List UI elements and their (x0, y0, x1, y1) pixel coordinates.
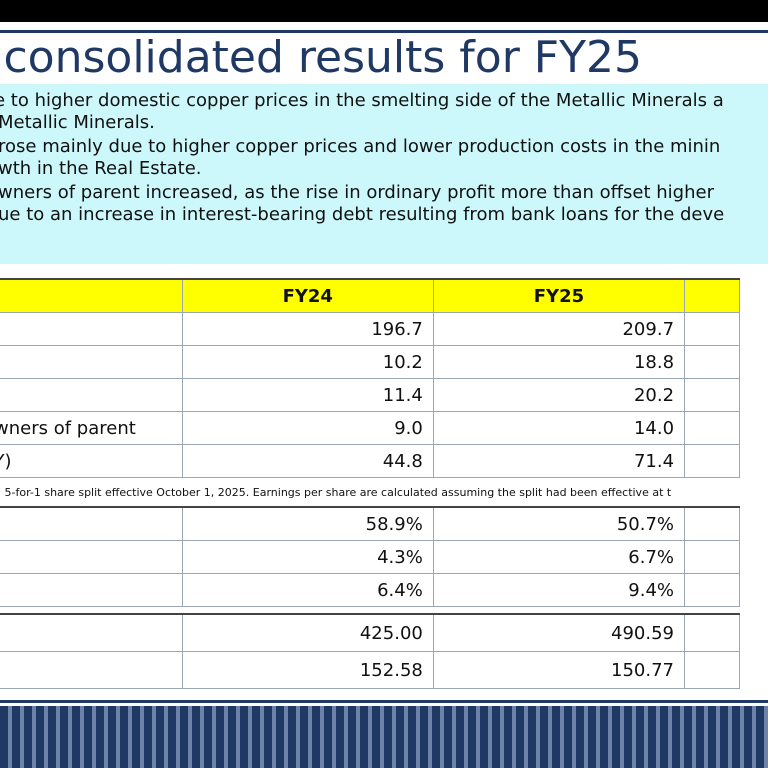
fy25-value: 9.4% (432, 573, 686, 607)
fy25-value: 20.2 (432, 378, 686, 412)
results-table: FY24 FY25 196.7 209.7 10.2 18.8 11.4 20.… (0, 278, 740, 689)
table-row: owners of parent 9.0 14.0 (0, 411, 740, 445)
fy24-value: 425.00 (181, 613, 434, 652)
fy25-value: 490.59 (432, 613, 686, 652)
slide-title: f consolidated results for FY25 (0, 32, 642, 83)
fy24-value: 11.4 (181, 378, 434, 412)
fy25-value: 14.0 (432, 411, 686, 445)
table-row: 11.4 20.2 (0, 378, 740, 412)
table-row: 6.4% 9.4% (0, 573, 740, 607)
table-row: 152.58 150.77 (0, 651, 740, 689)
summary-line: e to higher domestic copper prices in th… (0, 90, 724, 111)
fy25-value: 18.8 (432, 345, 686, 379)
empty-cell (684, 651, 740, 689)
fy24-value: 58.9% (181, 506, 434, 541)
row-label: PY) (0, 444, 183, 478)
column-header-fy25: FY25 (432, 278, 686, 313)
footer-band (0, 706, 768, 768)
summary-line: wth in the Real Estate. (0, 158, 202, 179)
fy24-value: 44.8 (181, 444, 434, 478)
row-label: owners of parent (0, 411, 183, 445)
row-label (0, 540, 183, 574)
table-row: 196.7 209.7 (0, 312, 740, 346)
row-label (0, 613, 183, 652)
row-label (0, 651, 183, 689)
empty-cell (684, 573, 740, 607)
empty-cell (684, 378, 740, 412)
summary-line: wners of parent increased, as the rise i… (0, 182, 714, 203)
fy25-value: 150.77 (432, 651, 686, 689)
summary-line: ue to an increase in interest-bearing de… (0, 204, 725, 225)
table-row: 10.2 18.8 (0, 345, 740, 379)
fy24-value: 152.58 (181, 651, 434, 689)
column-header (684, 278, 740, 313)
row-label (0, 378, 183, 412)
title-rule (0, 30, 768, 33)
empty-cell (684, 411, 740, 445)
column-header (0, 278, 183, 313)
fy25-value: 209.7 (432, 312, 686, 346)
table-row: 425.00 490.59 (0, 613, 740, 652)
fy25-value: 71.4 (432, 444, 686, 478)
fy24-value: 6.4% (181, 573, 434, 607)
row-label (0, 506, 183, 541)
empty-cell (684, 506, 740, 541)
footnote: 5-for-1 share split effective October 1,… (0, 477, 740, 508)
empty-cell (684, 345, 740, 379)
empty-cell (684, 444, 740, 478)
summary-line: rose mainly due to higher copper prices … (0, 136, 721, 157)
column-header-fy24: FY24 (181, 278, 434, 313)
spacer-row (0, 606, 740, 615)
row-label (0, 573, 183, 607)
fy24-value: 4.3% (181, 540, 434, 574)
footer-rule (0, 700, 768, 703)
table-header-row: FY24 FY25 (0, 278, 740, 313)
empty-cell (684, 613, 740, 652)
fy24-value: 196.7 (181, 312, 434, 346)
summary-line: Metallic Minerals. (0, 112, 155, 133)
top-bar (0, 0, 768, 22)
fy25-value: 50.7% (432, 506, 686, 541)
row-label (0, 345, 183, 379)
footnote-row: 5-for-1 share split effective October 1,… (0, 477, 740, 508)
table-row: 58.9% 50.7% (0, 506, 740, 541)
empty-cell (684, 540, 740, 574)
fy24-value: 10.2 (181, 345, 434, 379)
table-row: PY) 44.8 71.4 (0, 444, 740, 478)
summary-box: e to higher domestic copper prices in th… (0, 84, 768, 264)
fy25-value: 6.7% (432, 540, 686, 574)
row-label (0, 312, 183, 346)
fy24-value: 9.0 (181, 411, 434, 445)
table-row: 4.3% 6.7% (0, 540, 740, 574)
empty-cell (684, 312, 740, 346)
